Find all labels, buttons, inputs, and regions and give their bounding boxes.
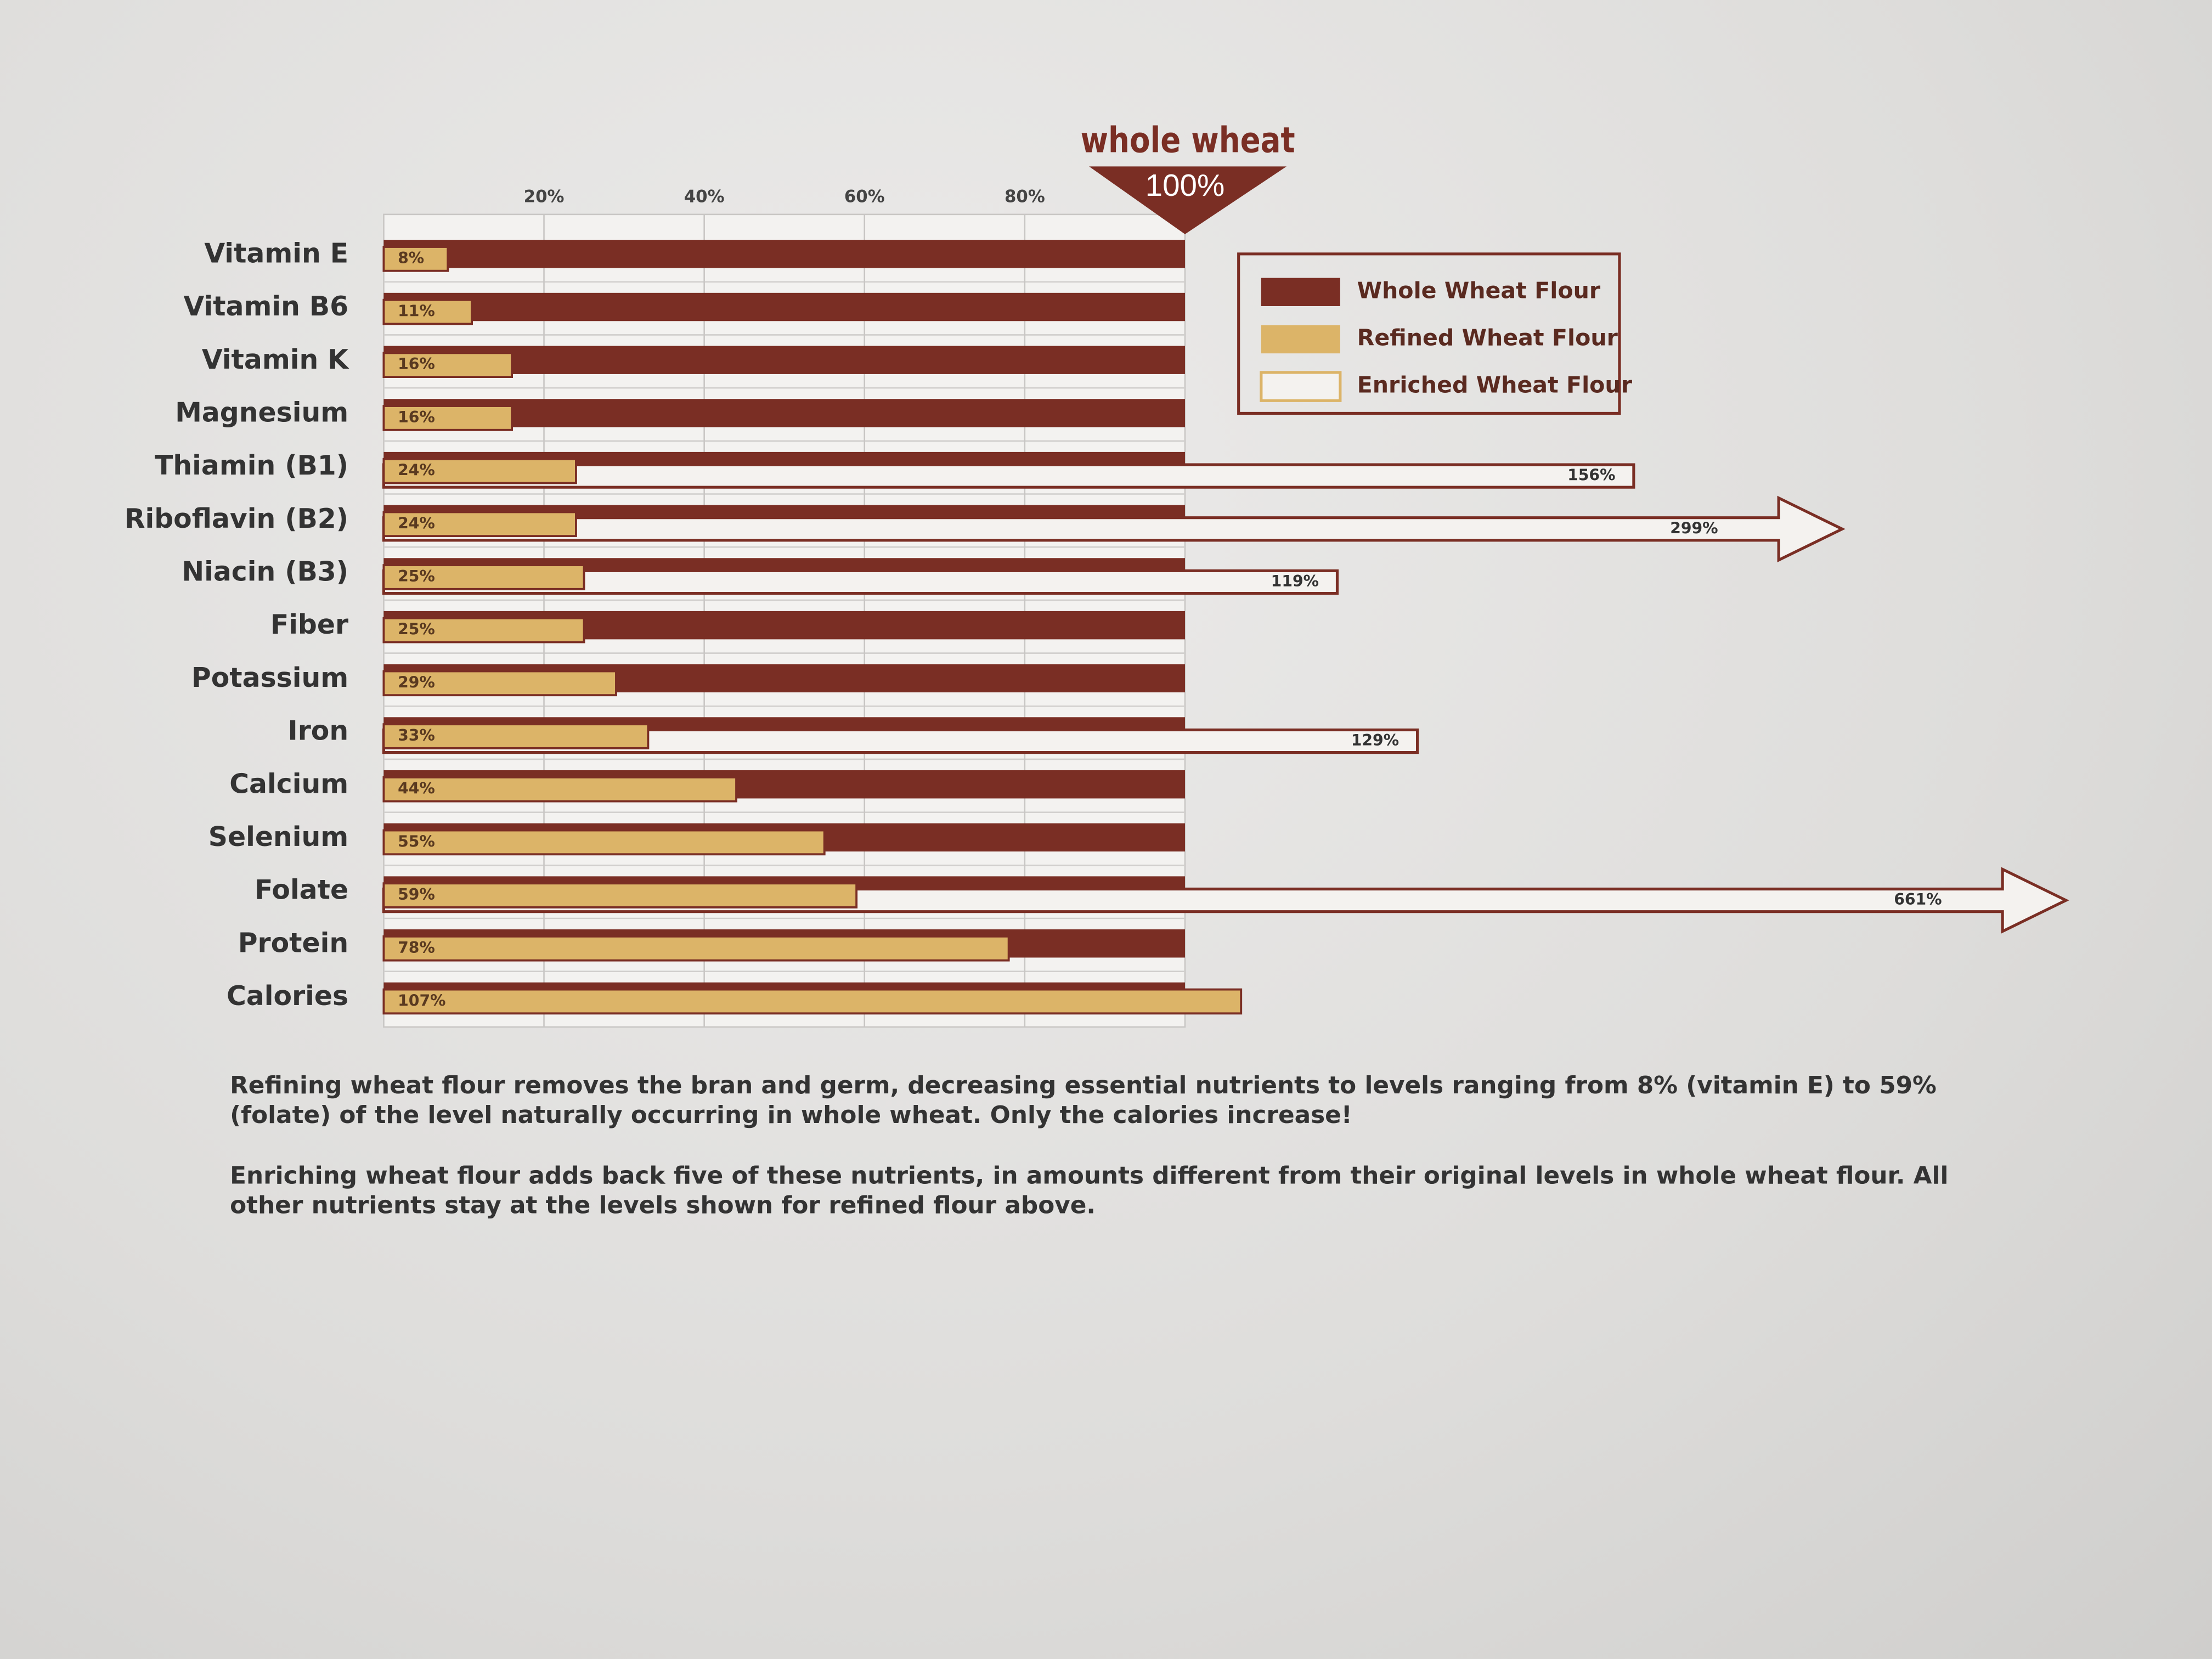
data-label: 129% [1351,731,1399,749]
y-tick-label: Niacin (B3) [182,556,348,588]
y-tick-label: Thiamin (B1) [155,450,348,481]
data-label: 78% [398,939,435,957]
data-label: 24% [398,514,435,532]
y-tick-label: Riboflavin (B2) [125,503,348,534]
x-tick-label: 20% [524,187,565,206]
y-tick-label: Fiber [270,609,348,640]
data-label: 29% [398,673,435,691]
data-label: 33% [398,726,435,744]
bar [382,246,449,272]
legend-swatch [1261,278,1340,306]
chart: 20% 40% 60% 80% Vitamin E 8% Vitamin B6 11% Vita… [125,120,2069,1028]
y-tick-label: Selenium [208,821,348,853]
note: Enriching wheat flour adds back five of … [230,1162,1949,1221]
legend-box [1237,252,1621,415]
y-tick-label: Protein [238,927,348,958]
data-label: 661% [1894,890,1942,909]
bar [382,988,1243,1015]
y-tick-label: Calories [227,980,348,1012]
x-tick-label: 80% [1005,187,1045,206]
bar [382,511,577,538]
y-tick-label: Vitamin B6 [184,291,349,322]
data-label: 8% [398,249,424,267]
legend-label: Refined Wheat Flour [1357,324,1618,351]
data-label: 156% [1567,466,1615,484]
data-label: 44% [398,780,435,798]
data-label: 16% [398,408,435,426]
data-label: 25% [398,620,435,639]
data-label: 11% [398,302,435,320]
note: Refining wheat flour removes the bran an… [230,1072,1937,1130]
bar [382,829,826,856]
data-label: 24% [398,461,435,479]
data-label: 107% [398,991,445,1009]
legend-swatch [1261,325,1340,354]
y-tick-label: Magnesium [175,397,348,428]
x-tick-label: 60% [844,187,885,206]
bar [383,292,1185,321]
legend-label: Whole Wheat Flour [1357,277,1601,303]
bar [382,298,473,325]
bar [382,723,650,749]
bar [383,399,1185,427]
reference-value: 100% [1146,168,1225,202]
data-label: 55% [398,832,435,850]
data-label: 119% [1271,572,1319,590]
y-tick-label: Potassium [191,662,348,693]
bar [382,617,585,644]
bar [382,352,514,379]
y-tick-label: Vitamin E [204,238,348,269]
legend-swatch [1260,371,1342,402]
bar [383,346,1185,374]
bar [382,935,1010,962]
bar [383,240,1185,268]
x-tick-label: 40% [684,187,725,206]
bar [382,776,737,803]
reference-marker [1089,166,1287,234]
y-tick-label: Vitamin K [202,344,349,375]
bar [382,564,585,590]
notes: Refining wheat flour removes the bran an… [230,1072,1979,1252]
y-tick-label: Iron [288,715,349,747]
data-label: 299% [1670,519,1718,537]
bar [382,670,617,697]
data-label: 25% [398,567,435,585]
reference-label: whole wheat [1081,120,1295,161]
bar [382,458,577,484]
legend-label: Enriched Wheat Flour [1357,372,1633,398]
bar [382,867,2069,934]
y-tick-label: Calcium [229,768,348,799]
data-label: 59% [398,885,435,904]
y-tick-label: Folate [255,874,348,906]
bar [382,405,514,431]
bar [382,882,858,909]
bar [382,495,1846,562]
data-label: 16% [398,355,435,373]
